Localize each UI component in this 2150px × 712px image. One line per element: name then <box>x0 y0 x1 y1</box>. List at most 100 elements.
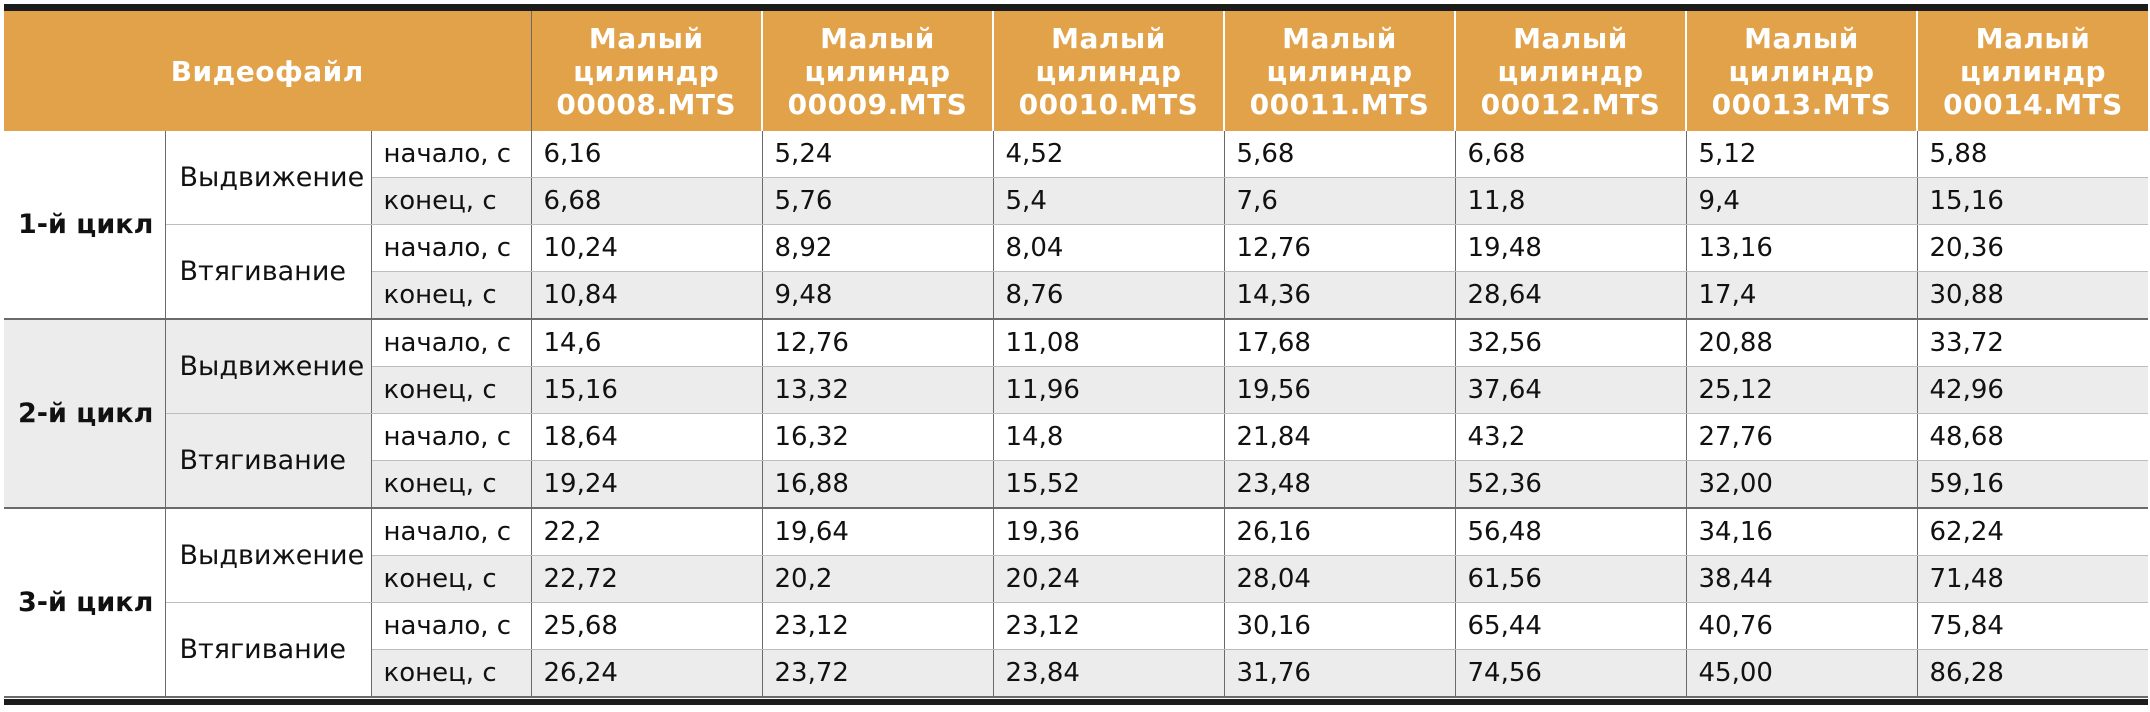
value-cell: 19,64 <box>762 508 994 556</box>
value-cell: 22,72 <box>531 555 763 603</box>
table-row: конец, с 19,24 16,88 15,52 23,48 52,36 32,00 59… <box>4 460 2149 509</box>
phase-label: Выдвижение <box>165 508 372 603</box>
time-type-cell: начало, с <box>371 131 532 178</box>
value-cell: 45,00 <box>1686 649 1918 698</box>
value-cell: 5,88 <box>1917 131 2149 178</box>
value-cell: 61,56 <box>1455 555 1687 603</box>
value-cell: 16,88 <box>762 460 994 509</box>
value-cell: 14,36 <box>1224 271 1456 320</box>
file-header: Малый цилиндр 00013.MTS <box>1686 11 1919 131</box>
value-cell: 15,52 <box>993 460 1225 509</box>
value-cell: 25,68 <box>531 602 763 650</box>
value-cell: 37,64 <box>1455 366 1687 414</box>
value-cell: 6,68 <box>1455 131 1687 178</box>
time-type-cell: конец, с <box>371 177 532 225</box>
table-row: Втягивание начало, с 18,64 16,32 14,8 21,84 43… <box>4 413 2149 509</box>
value-cell: 71,48 <box>1917 555 2149 603</box>
table-row: Втягивание начало, с 10,24 8,92 8,04 12,76 19,… <box>4 224 2149 320</box>
value-cell: 5,24 <box>762 131 994 178</box>
time-type-cell: начало, с <box>371 319 532 367</box>
value-cell: 32,56 <box>1455 319 1687 367</box>
value-cell: 75,84 <box>1917 602 2149 650</box>
value-cell: 21,84 <box>1224 413 1456 461</box>
value-cell: 23,12 <box>993 602 1225 650</box>
phase-label: Выдвижение <box>165 131 372 225</box>
file-header: Малый цилиндр 00012.MTS <box>1455 11 1688 131</box>
time-type-cell: начало, с <box>371 413 532 461</box>
value-cell: 38,44 <box>1686 555 1918 603</box>
value-cell: 32,00 <box>1686 460 1918 509</box>
cycle-label: 2-й цикл <box>4 319 166 509</box>
value-cell: 23,12 <box>762 602 994 650</box>
time-type-cell: конец, с <box>371 366 532 414</box>
value-cell: 14,6 <box>531 319 763 367</box>
value-cell: 28,04 <box>1224 555 1456 603</box>
value-cell: 56,48 <box>1455 508 1687 556</box>
timing-table: Видеофайл Малый цилиндр 00008.MTS Малый цил… <box>4 11 2149 698</box>
value-cell: 86,28 <box>1917 649 2149 698</box>
time-type-cell: начало, с <box>371 508 532 556</box>
table-row: 3-й цикл Выдвижение начало, с 22,2 19,64 19,3… <box>4 508 2149 698</box>
time-type-cell: конец, с <box>371 271 532 320</box>
value-cell: 20,36 <box>1917 224 2149 272</box>
value-cell: 13,16 <box>1686 224 1918 272</box>
value-cell: 23,48 <box>1224 460 1456 509</box>
value-cell: 31,76 <box>1224 649 1456 698</box>
value-cell: 18,64 <box>531 413 763 461</box>
table-row: конец, с 10,84 9,48 8,76 14,36 28,64 17,4 30,88 <box>4 271 2149 320</box>
value-cell: 6,68 <box>531 177 763 225</box>
table-row: 1-й цикл Выдвижение начало, с 6,16 5,24 4,52 5… <box>4 131 2149 320</box>
value-cell: 26,24 <box>531 649 763 698</box>
value-cell: 74,56 <box>1455 649 1687 698</box>
value-cell: 9,48 <box>762 271 994 320</box>
value-cell: 4,52 <box>993 131 1225 178</box>
value-cell: 43,2 <box>1455 413 1687 461</box>
value-cell: 12,76 <box>1224 224 1456 272</box>
value-cell: 8,04 <box>993 224 1225 272</box>
table-row: конец, с 15,16 13,32 11,96 19,56 37,64 25,12 42… <box>4 366 2149 414</box>
value-cell: 6,16 <box>531 131 763 178</box>
value-cell: 20,24 <box>993 555 1225 603</box>
value-cell: 40,76 <box>1686 602 1918 650</box>
cycle-label: 3-й цикл <box>4 508 166 698</box>
phase-label: Втягивание <box>165 413 372 509</box>
top-rule <box>4 4 2148 11</box>
value-cell: 20,2 <box>762 555 994 603</box>
bottom-rule <box>4 699 2148 705</box>
value-cell: 5,68 <box>1224 131 1456 178</box>
video-file-header: Видеофайл <box>4 11 532 131</box>
value-cell: 8,76 <box>993 271 1225 320</box>
table-row: конец, с 6,68 5,76 5,4 7,6 11,8 9,4 15,16 <box>4 177 2149 225</box>
value-cell: 59,16 <box>1917 460 2149 509</box>
value-cell: 30,88 <box>1917 271 2149 320</box>
value-cell: 13,32 <box>762 366 994 414</box>
cycle-label: 1-й цикл <box>4 131 166 320</box>
value-cell: 25,12 <box>1686 366 1918 414</box>
value-cell: 30,16 <box>1224 602 1456 650</box>
value-cell: 19,48 <box>1455 224 1687 272</box>
file-header: Малый цилиндр 00011.MTS <box>1224 11 1457 131</box>
time-type-cell: конец, с <box>371 555 532 603</box>
file-header: Малый цилиндр 00010.MTS <box>993 11 1226 131</box>
time-type-cell: начало, с <box>371 602 532 650</box>
value-cell: 62,24 <box>1917 508 2149 556</box>
file-header: Малый цилиндр 00014.MTS <box>1917 11 2149 131</box>
value-cell: 5,4 <box>993 177 1225 225</box>
file-header: Малый цилиндр 00008.MTS <box>531 11 764 131</box>
phase-label: Втягивание <box>165 224 372 320</box>
table-row: Втягивание начало, с 25,68 23,12 23,12 30,16 6… <box>4 602 2149 698</box>
value-cell: 33,72 <box>1917 319 2149 367</box>
value-cell: 15,16 <box>1917 177 2149 225</box>
value-cell: 26,16 <box>1224 508 1456 556</box>
value-cell: 16,32 <box>762 413 994 461</box>
value-cell: 27,76 <box>1686 413 1918 461</box>
value-cell: 14,8 <box>993 413 1225 461</box>
value-cell: 5,76 <box>762 177 994 225</box>
value-cell: 19,24 <box>531 460 763 509</box>
time-type-cell: начало, с <box>371 224 532 272</box>
table-row: 2-й цикл Выдвижение начало, с 14,6 12,76 11,0… <box>4 319 2149 509</box>
value-cell: 15,16 <box>531 366 763 414</box>
value-cell: 19,36 <box>993 508 1225 556</box>
value-cell: 48,68 <box>1917 413 2149 461</box>
value-cell: 52,36 <box>1455 460 1687 509</box>
